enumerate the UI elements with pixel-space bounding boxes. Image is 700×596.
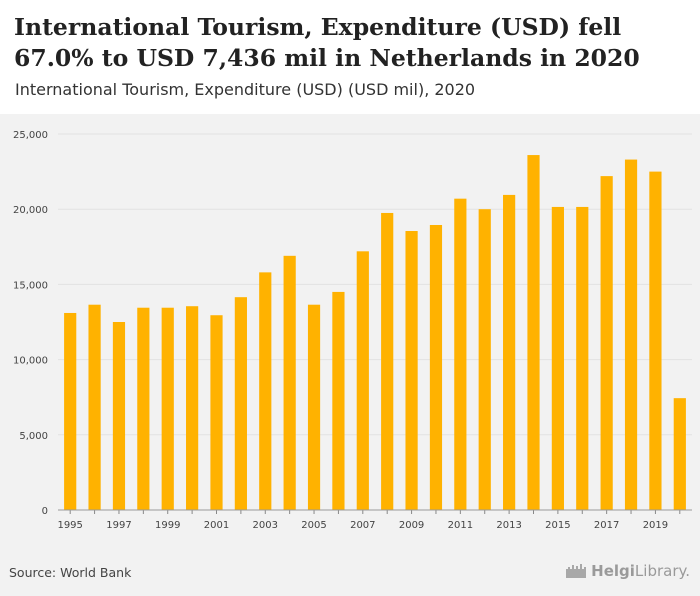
logo-text-bold: Helgi <box>591 562 635 580</box>
x-tick-label: 2013 <box>496 520 521 531</box>
bar[interactable] <box>88 304 101 510</box>
bar[interactable] <box>307 304 321 510</box>
bar[interactable] <box>624 159 638 510</box>
bar[interactable] <box>64 312 77 510</box>
bar[interactable] <box>576 206 589 510</box>
bar[interactable] <box>283 255 296 510</box>
bar[interactable] <box>673 398 686 510</box>
x-tick-label: 1995 <box>57 520 82 531</box>
source-note: Source: World Bank <box>9 565 132 580</box>
x-tick-label: 2015 <box>545 520 570 531</box>
logo-text-rest: Library. <box>634 562 690 580</box>
bar[interactable] <box>454 198 467 510</box>
bar[interactable] <box>356 251 369 510</box>
y-tick-label: 15,000 <box>13 280 48 291</box>
x-tick-label: 1997 <box>106 520 131 531</box>
bar[interactable] <box>649 171 662 510</box>
x-tick-label: 2019 <box>643 520 668 531</box>
bar[interactable] <box>600 176 613 510</box>
x-tick-label: 2017 <box>594 520 619 531</box>
bar-chart: 0 5,000 10,000 15,000 20,000 25,000 1995 1997 19… <box>13 130 692 531</box>
x-tick-label: 2005 <box>301 520 326 531</box>
bar[interactable] <box>259 272 272 510</box>
bar[interactable] <box>405 231 418 510</box>
bar[interactable] <box>161 307 174 510</box>
x-tick-label: 2009 <box>399 520 424 531</box>
x-tick-label: 2003 <box>253 520 278 531</box>
chart-area: 0 5,000 10,000 15,000 20,000 25,000 1995 1997 19… <box>0 114 700 554</box>
castle-icon <box>566 564 587 578</box>
bar[interactable] <box>429 224 443 510</box>
bar[interactable] <box>137 307 150 510</box>
bar[interactable] <box>210 315 223 510</box>
chart-subtitle: International Tourism, Expenditure (USD)… <box>15 80 476 99</box>
y-tick-label: 5,000 <box>19 431 48 442</box>
bar[interactable] <box>381 212 394 510</box>
y-tick-label: 0 <box>42 506 48 517</box>
bar[interactable] <box>478 209 491 510</box>
bar[interactable] <box>332 291 345 510</box>
bar[interactable] <box>234 297 247 510</box>
bar[interactable] <box>186 306 199 510</box>
logo-text: HelgiLibrary. <box>591 562 690 580</box>
x-tick-label: 2007 <box>350 520 375 531</box>
y-tick-label: 25,000 <box>13 130 48 141</box>
y-tick-label: 20,000 <box>13 205 48 216</box>
footer: Source: World Bank HelgiLibrary. <box>0 554 700 596</box>
helgi-library-logo[interactable]: HelgiLibrary. <box>565 562 690 580</box>
x-tick-label: 2001 <box>204 520 229 531</box>
bar[interactable] <box>527 155 540 510</box>
bar[interactable] <box>503 194 516 511</box>
y-tick-label: 10,000 <box>13 356 48 367</box>
chart-title: International Tourism, Expenditure (USD)… <box>14 13 640 72</box>
x-tick-label: 1999 <box>155 520 180 531</box>
bar[interactable] <box>551 206 564 510</box>
x-tick-label: 2011 <box>448 520 473 531</box>
bar[interactable] <box>112 322 126 510</box>
